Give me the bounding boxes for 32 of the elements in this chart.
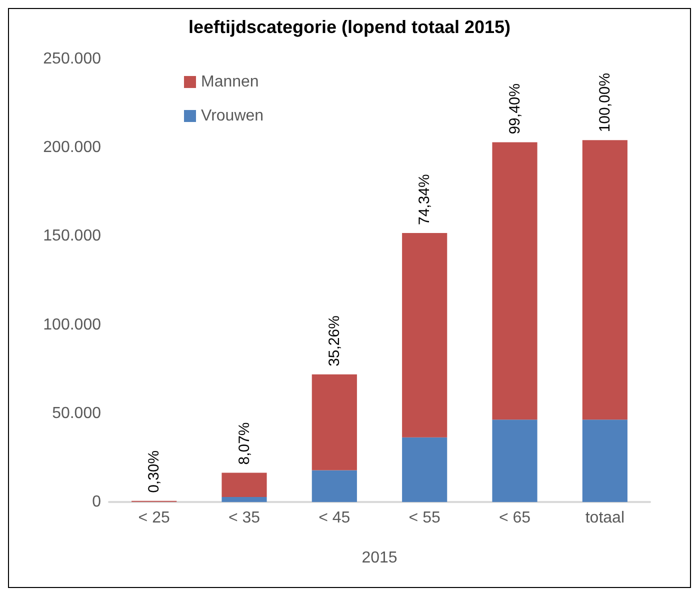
y-tick-label: 50.000	[52, 404, 102, 422]
annotation: 100,00%	[596, 72, 614, 132]
bar	[312, 470, 357, 502]
x-tick-label: < 65	[498, 510, 531, 526]
y-tick-label: 100.000	[43, 316, 102, 334]
x-tick-label: < 25	[138, 510, 170, 526]
chart-title: leeftijdscategorie (lopend totaal 2015)	[188, 17, 511, 37]
legend-label: Vrouwen	[201, 108, 264, 124]
annotation: 0,30%	[146, 450, 163, 493]
annotation: 74,34%	[416, 174, 434, 226]
bar	[492, 142, 538, 420]
bar	[582, 140, 628, 420]
bar	[312, 374, 357, 470]
annotation: 35,26%	[326, 316, 343, 366]
bar	[492, 420, 538, 502]
y-tick-label: 250.000	[43, 50, 102, 68]
annotation: 99,40%	[506, 83, 524, 134]
legend-label: Mannen	[201, 74, 259, 90]
bar	[402, 437, 448, 502]
x-tick-label: < 35	[228, 510, 260, 526]
annotation: 8,07%	[236, 422, 253, 465]
y-tick-label: 0	[92, 494, 102, 510]
bar	[402, 233, 448, 438]
bar	[222, 472, 267, 498]
bar	[222, 497, 267, 502]
x-tick-label: < 55	[408, 510, 440, 526]
x-tick-label: < 45	[318, 510, 350, 526]
x-axis-title: 2015	[362, 550, 398, 566]
x-tick-label: totaal	[585, 510, 624, 526]
bar	[582, 420, 628, 502]
y-tick-label: 200.000	[43, 139, 102, 156]
y-tick-label: 150.000	[43, 228, 102, 245]
